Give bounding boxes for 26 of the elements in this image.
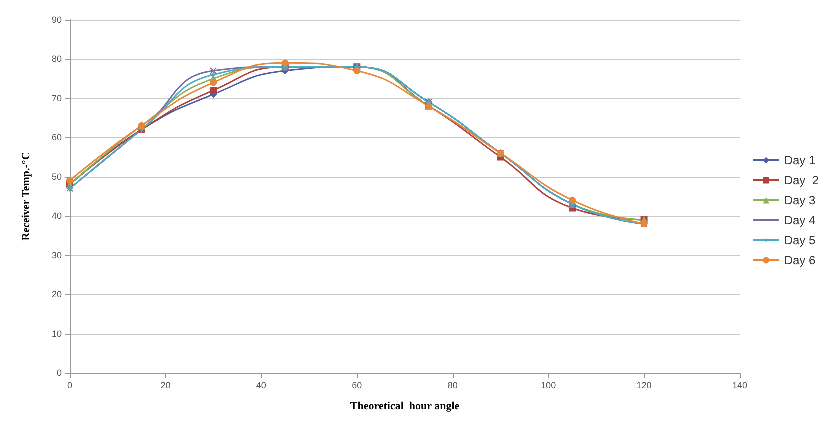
y-tick-label: 50 <box>52 172 62 182</box>
x-tick-label: 120 <box>636 380 652 390</box>
y-tick-label: 80 <box>52 54 62 64</box>
y-tick-label: 40 <box>52 211 62 222</box>
y-tick-label: 10 <box>52 328 62 339</box>
x-axis-title: Theoretical hour angle <box>350 400 460 412</box>
y-tick-label: 70 <box>52 93 62 104</box>
y-tick-label: 0 <box>56 368 62 378</box>
x-tick-label: 80 <box>448 380 458 390</box>
legend-label: Day 6 <box>784 254 816 268</box>
legend-label: Day 3 <box>784 194 816 208</box>
legend-label: Day 2 <box>784 174 820 188</box>
x-tick-label: 0 <box>67 380 73 390</box>
y-tick-label: 30 <box>52 250 62 260</box>
x-tick-label: 140 <box>732 380 748 390</box>
x-tick-label: 20 <box>160 380 171 390</box>
x-tick-label: 40 <box>256 380 266 390</box>
y-tick-label: 20 <box>52 290 62 300</box>
x-tick-label: 60 <box>352 380 362 390</box>
legend-label: Day 5 <box>784 234 816 248</box>
y-tick-label: 60 <box>52 132 62 143</box>
legend-label: Day 1 <box>784 154 816 168</box>
legend-label: Day 4 <box>784 214 816 228</box>
y-tick-label: 90 <box>52 15 62 25</box>
y-axis-title: Receiver Temp.-°C <box>20 152 32 241</box>
x-tick-label: 100 <box>541 380 556 390</box>
